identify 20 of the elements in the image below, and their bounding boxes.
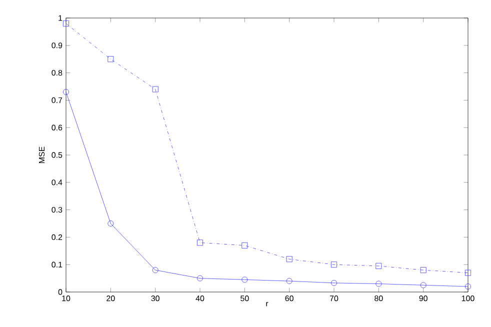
point: [197, 275, 203, 282]
point: [376, 280, 382, 287]
point: [465, 270, 471, 276]
point: [286, 278, 292, 284]
point: [108, 220, 114, 226]
point: [63, 88, 69, 95]
point: [242, 242, 248, 248]
point: [331, 280, 337, 286]
point: [420, 267, 426, 274]
point: [152, 267, 158, 274]
point: [63, 20, 69, 26]
point: [420, 282, 426, 288]
point: [197, 240, 203, 246]
point: [286, 256, 292, 262]
point: [242, 276, 248, 283]
point: [152, 86, 158, 92]
point: [465, 284, 471, 290]
point: [331, 262, 337, 268]
point: [108, 56, 114, 62]
point: [376, 262, 382, 269]
